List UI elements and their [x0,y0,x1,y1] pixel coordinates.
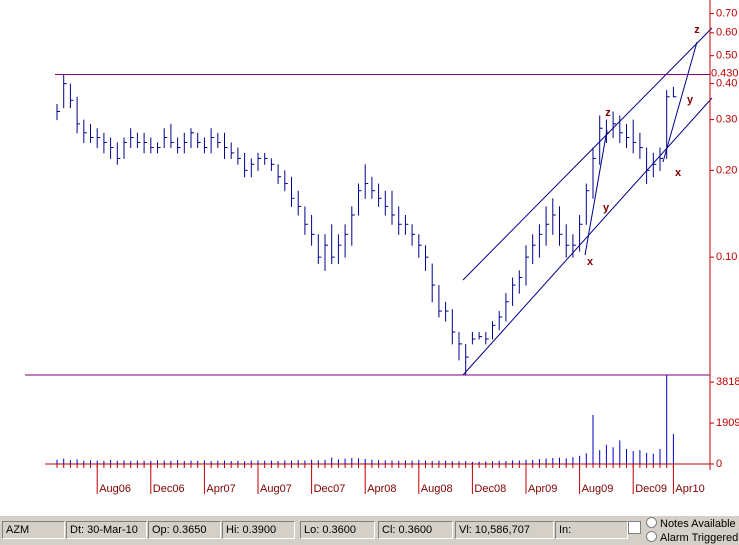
hline-label: 0.430 [711,67,739,79]
y-tick-label: 0.10 [716,251,737,263]
wave-label: x [587,256,594,268]
x-tick-label: Dec07 [314,483,346,495]
input-field[interactable]: In: [555,521,628,539]
x-tick-label: Dec09 [635,483,667,495]
wave-label: y [603,202,610,214]
x-tick-label: Aug08 [421,483,453,495]
y-tick-label: 0.50 [716,50,737,62]
x-tick-label: Apr08 [367,483,396,495]
notes-label: Notes Available [660,518,736,530]
y-tick-label: 1909 [716,417,739,429]
x-tick-label: Dec06 [153,483,185,495]
trend-lines [462,27,713,376]
wave-label: z [694,24,700,36]
alarm-label: Alarm Triggered [660,532,739,544]
date-field: Dt: 30-Mar-10 [66,521,147,539]
wave-line [584,129,608,256]
y-tick-label: 0.60 [716,27,737,39]
y-tick-label: 0.20 [716,164,737,176]
y-tick-label: 3818 [716,376,739,388]
notes-radio[interactable]: Notes Available [646,517,736,530]
wave-label: x [675,167,682,179]
y-tick-label: 0.40 [716,78,737,90]
wave-label: z [605,107,611,119]
low-field: Lo: 0.3600 [300,521,375,539]
x-tick-label: Aug06 [99,483,131,495]
status-bar: AZM Dt: 30-Mar-10 Op: 0.3650 Hi: 0.3900 … [0,515,739,545]
close-field: Cl: 0.3600 [378,521,453,539]
volume-field: Vl: 10,586,707 [455,521,554,539]
y-tick-label: 0.70 [716,7,737,19]
y-tick-label: 0 [716,458,722,470]
channel-upper [462,27,713,281]
chart: 0.10 0.20 0.30 0.40 0.50 0.60 0.70 0.430 z z y y x x 0… [25,0,739,495]
x-tick-label: Apr07 [206,483,235,495]
x-tick-label: Apr09 [528,483,557,495]
alarm-radio[interactable]: Alarm Triggered [646,531,738,544]
checkbox[interactable] [628,521,641,534]
x-tick-label: Aug07 [260,483,292,495]
wave-line [662,41,698,163]
wave-label: y [687,94,694,106]
x-tick-label: Dec08 [474,483,506,495]
high-field: Hi: 0.3900 [222,521,295,539]
x-tick-label: Apr10 [675,483,704,495]
y-tick-label: 0.30 [716,114,737,126]
x-tick-label: Aug09 [582,483,614,495]
channel-lower [462,97,713,376]
open-field: Op: 0.3650 [148,521,221,539]
symbol: AZM [2,521,65,539]
